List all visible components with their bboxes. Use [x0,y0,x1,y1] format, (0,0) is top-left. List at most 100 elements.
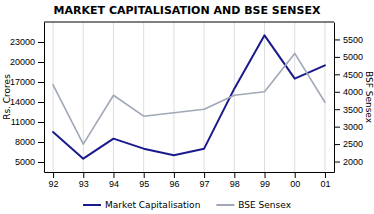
tick-mark [334,127,340,128]
tick-mark [38,102,44,103]
tick-label: 2000 [343,157,363,167]
tick-label: 3000 [343,122,363,132]
tick-label: 11000 [11,117,35,127]
title: MARKET CAPITALISATION AND BSE SENSEX [54,4,321,17]
grid-line [83,22,84,172]
tick-mark [174,172,175,178]
tick-label: 96 [169,179,179,189]
tick-label: 00 [290,179,300,189]
tick-mark [325,172,326,178]
tick-mark [38,162,44,163]
tick-label: 92 [49,179,59,189]
y2-axis-label: BSF Sensex [364,71,374,124]
tick: 97 [200,172,210,189]
series-line [53,53,325,144]
tick-mark [295,172,296,178]
grid-line [173,22,174,172]
tick: 2000 [334,157,363,167]
tick: 92 [49,172,59,189]
tick-label: 93 [79,179,89,189]
tick-label: 20000 [10,57,35,67]
tick: 3000 [334,122,363,132]
legend-swatch [216,204,234,206]
grid-line [264,22,265,172]
tick-mark [38,122,44,123]
tick: 96 [169,172,179,189]
grid-line [324,22,325,172]
frame [44,22,334,23]
tick-mark [38,82,44,83]
tick-mark [334,39,340,40]
tick-label: 14000 [10,97,35,107]
plot: 92 93 94 95 96 97 98 99 00 01 5000 8000 11000 14000 17… [10,22,363,189]
legend-label: BSE Sensex [238,200,291,210]
tick-mark [53,172,54,178]
tick: 00 [290,172,300,189]
tick-mark [334,162,340,163]
grid-line [294,22,295,172]
tick: 11000 [11,117,44,127]
tick-mark [83,172,84,178]
tick-label: 94 [109,179,119,189]
tick: 01 [320,172,330,189]
tick: 14000 [10,97,44,107]
legend-swatch [83,204,101,206]
tick-mark [334,92,340,93]
tick-mark [144,172,145,178]
tick-label: 95 [139,179,149,189]
tick-label: 3500 [343,105,363,115]
tick-mark [334,144,340,145]
tick: 94 [109,172,119,189]
tick: 4000 [334,87,363,97]
tick-label: 97 [200,179,210,189]
tick-mark [265,172,266,178]
legend-item: BSE Sensex [216,200,291,210]
series-group [53,35,325,158]
y2-axis: 2000 2500 3000 3500 4000 4500 5000 5500 [334,23,363,173]
tick-mark [113,172,114,178]
grid-line [234,22,235,172]
tick: 2500 [334,139,363,149]
tick: 5000 [15,157,44,167]
tick: 17000 [10,77,44,87]
legend: Market Capitalisation BSE Sensex [83,200,292,210]
tick-mark [38,142,44,143]
grid-line [53,22,54,172]
tick: 4500 [334,70,363,80]
tick: 5000 [334,52,363,62]
tick-mark [204,172,205,178]
tick: 8000 [15,137,44,147]
tick-label: 2500 [343,139,363,149]
legend-item: Market Capitalisation [83,200,200,210]
tick: 20000 [10,57,44,67]
y-axis-label: Rs. Crores [2,74,12,120]
tick-label: 4000 [343,87,363,97]
tick-mark [234,172,235,178]
tick-mark [334,74,340,75]
y-axis: 5000 8000 11000 14000 17000 20000 23000 [10,23,45,173]
axis-line [334,23,335,173]
tick: 5500 [334,35,363,45]
tick-label: 23000 [10,37,35,47]
tick-label: 5500 [343,35,363,45]
tick-label: 5000 [343,52,363,62]
tick-label: 98 [230,179,240,189]
tick: 98 [230,172,240,189]
legend-label: Market Capitalisation [105,200,200,210]
tick: 3500 [334,105,363,115]
chart: 92 93 94 95 96 97 98 99 00 01 5000 8000 11000 14000 17… [0,0,374,214]
grid [53,22,325,172]
tick-mark [334,109,340,110]
tick-label: 99 [260,179,270,189]
tick: 99 [260,172,270,189]
axis-line [44,23,45,173]
tick-mark [38,42,44,43]
tick-label: 01 [320,179,330,189]
tick-label: 4500 [343,70,363,80]
tick: 93 [79,172,89,189]
tick: 95 [139,172,149,189]
tick: 23000 [10,37,44,47]
axis-line [45,172,335,173]
tick-label: 8000 [15,137,35,147]
tick-mark [334,57,340,58]
